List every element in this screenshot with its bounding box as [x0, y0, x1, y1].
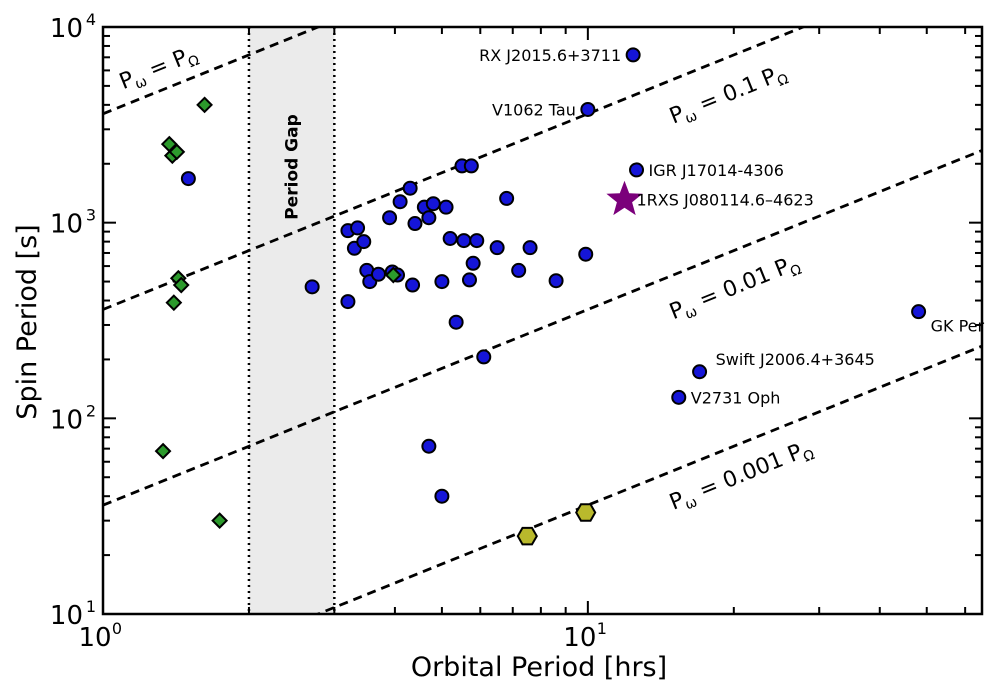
- ratio-line-2: [103, 149, 982, 507]
- period-gap-band: [248, 27, 335, 614]
- ratio-line-label-1: Pω = 0.1 PΩ: [666, 60, 791, 132]
- point-diamond-0: [154, 442, 172, 460]
- point-circle-9: [370, 266, 386, 282]
- annotation-label: IGR J17014-4306: [649, 161, 784, 180]
- x-tick-exponent: 1: [597, 619, 607, 638]
- plot-frame: [101, 25, 984, 616]
- annotation-label: Swift J2006.4+3645: [716, 350, 875, 369]
- ratio-line-label-2: Pω = 0.01 PΩ: [666, 250, 804, 327]
- point-circle-6: [356, 234, 372, 250]
- point-circle-23: [438, 199, 454, 215]
- x-axis-label: Orbital Period [hrs]: [411, 652, 667, 683]
- y-tick-exponent: 3: [86, 206, 96, 225]
- point-circle-41: [629, 162, 645, 178]
- point-circle-19: [421, 438, 437, 454]
- point-diamond-9: [384, 266, 402, 284]
- y-tick-label: 10: [50, 405, 83, 435]
- y-tick-label: 10: [50, 210, 83, 240]
- y-tick-exponent: 1: [86, 597, 96, 616]
- point-diamond-4: [168, 143, 186, 161]
- annotation-label: GK Per: [931, 317, 985, 336]
- point-diamond-6: [172, 276, 190, 294]
- point-circle-10: [382, 210, 398, 226]
- y-axis-label: Spin Period [s]: [12, 224, 43, 419]
- annotation-label: 1RXS J080114.6–4623: [636, 191, 813, 210]
- annotation-label: RX J2015.6+3711: [479, 46, 621, 65]
- point-circle-43: [692, 364, 708, 380]
- ratio-line-label-0: Pω = PΩ: [116, 41, 202, 98]
- point-circle-22: [434, 488, 450, 504]
- y-tick-label: 10: [50, 14, 83, 44]
- point-circle-5: [350, 220, 366, 236]
- point-circle-37: [548, 273, 564, 289]
- point-circle-18: [421, 210, 437, 226]
- point-circle-14: [402, 180, 418, 196]
- point-circle-2: [340, 294, 356, 310]
- point-circle-24: [442, 231, 458, 247]
- x-tick-label: 10: [78, 623, 111, 653]
- point-hexagon-0: [516, 526, 538, 546]
- point-circle-39: [580, 101, 596, 117]
- plot-area: Period Gap Pω = PΩ Pω = 0.1 PΩ Pω = 0.01 PΩ…: [50, 10, 985, 653]
- point-circle-21: [434, 274, 450, 290]
- x-tick-label: 10: [563, 623, 596, 653]
- y-tick-exponent: 2: [86, 401, 96, 420]
- point-circle-29: [463, 158, 479, 174]
- point-circle-34: [499, 190, 515, 206]
- y-tick-label: 10: [50, 601, 83, 631]
- point-circle-38: [578, 246, 594, 262]
- point-diamond-8: [211, 512, 229, 530]
- ratio-line-1: [103, 27, 807, 311]
- x-tick-exponent: 0: [112, 619, 122, 638]
- point-diamond-3: [165, 294, 183, 312]
- period-gap-label: Period Gap: [283, 114, 303, 220]
- point-circle-33: [489, 240, 505, 256]
- point-diamond-7: [196, 96, 213, 114]
- ratio-line-3: [314, 344, 982, 614]
- point-circle-1: [304, 279, 320, 295]
- point-circle-16: [407, 216, 423, 232]
- point-circle-44: [911, 304, 927, 320]
- point-circle-27: [456, 233, 472, 249]
- point-circle-20: [425, 196, 441, 212]
- point-circle-15: [405, 277, 421, 293]
- point-circle-28: [461, 272, 477, 288]
- point-circle-32: [476, 349, 492, 365]
- point-circle-0: [180, 171, 196, 187]
- point-circle-25: [448, 314, 464, 330]
- point-circle-30: [465, 255, 481, 271]
- point-star-0: [606, 180, 643, 216]
- point-circle-35: [511, 262, 527, 278]
- ratio-line-0: [103, 27, 322, 116]
- point-circle-13: [392, 194, 408, 210]
- point-circle-36: [522, 240, 538, 256]
- y-tick-exponent: 4: [86, 10, 96, 29]
- point-circle-31: [469, 233, 485, 249]
- point-hexagon-1: [575, 503, 597, 522]
- ratio-line-label-3: Pω = 0.001 PΩ: [666, 436, 817, 519]
- annotation-label: V1062 Tau: [492, 100, 576, 119]
- plot-clipped-layer: [103, 27, 982, 614]
- point-circle-42: [671, 389, 687, 405]
- point-circle-40: [625, 47, 641, 63]
- annotation-label: V2731 Oph: [691, 388, 781, 407]
